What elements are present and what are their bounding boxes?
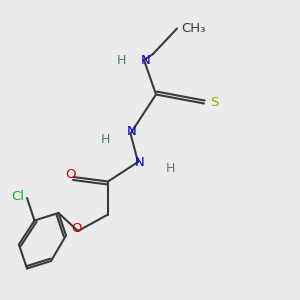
- Text: H: H: [100, 133, 110, 146]
- Text: H: H: [117, 53, 126, 67]
- Text: CH₃: CH₃: [182, 22, 206, 35]
- Text: S: S: [210, 95, 218, 109]
- Text: O: O: [65, 167, 76, 181]
- Text: N: N: [135, 155, 144, 169]
- Text: N: N: [127, 125, 137, 139]
- Text: Cl: Cl: [11, 190, 24, 203]
- Text: O: O: [71, 221, 82, 235]
- Text: H: H: [166, 162, 175, 175]
- Text: N: N: [141, 53, 150, 67]
